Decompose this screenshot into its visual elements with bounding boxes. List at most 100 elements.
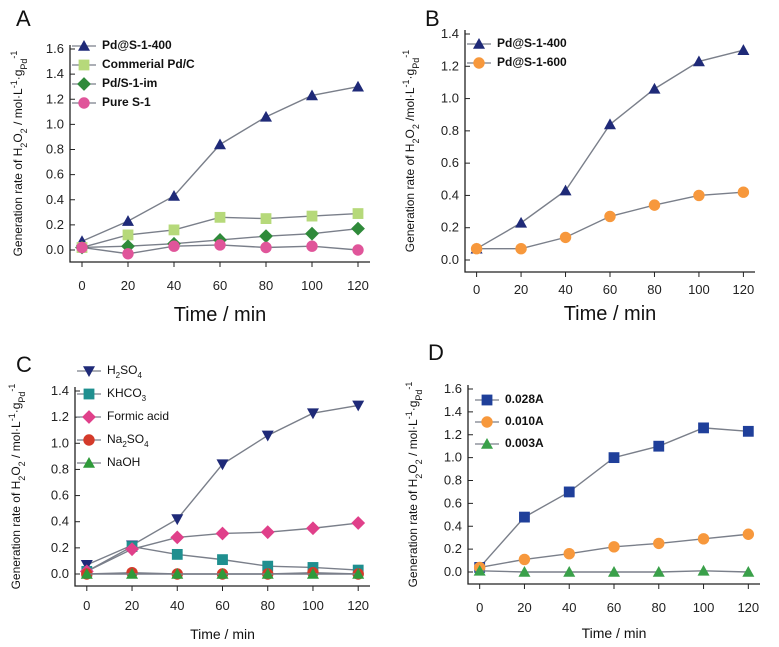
legend-label: H2SO4 bbox=[107, 363, 142, 379]
data-point bbox=[352, 400, 365, 412]
legend-label: Na2SO4 bbox=[107, 432, 149, 448]
legend-marker bbox=[473, 38, 485, 49]
y-tick-label: 0.4 bbox=[441, 187, 459, 202]
y-tick-label: 1.6 bbox=[46, 41, 64, 56]
data-point bbox=[563, 486, 575, 498]
legend-label: 0.003A bbox=[505, 436, 544, 450]
legend-marker bbox=[78, 40, 90, 51]
legend-entry: 0.003A bbox=[475, 436, 544, 450]
legend-entry: NaOH bbox=[77, 455, 140, 469]
series-pd-s-1-600 bbox=[470, 186, 750, 255]
y-tick-label: 0.0 bbox=[444, 564, 462, 579]
panel-b: B 0.0 0.2 0.4 0.6 0.8 1.0 1.2 1.4 0 20 40 60 80 100 120… bbox=[401, 6, 755, 325]
legend-marker bbox=[83, 366, 95, 377]
y-tick-label: 1.4 bbox=[441, 26, 459, 41]
data-point bbox=[122, 248, 134, 260]
data-point bbox=[604, 210, 616, 223]
data-point bbox=[518, 553, 531, 566]
data-point bbox=[168, 224, 180, 236]
data-point bbox=[214, 211, 226, 223]
x-tick-label: 20 bbox=[121, 278, 135, 293]
data-point bbox=[260, 525, 275, 540]
x-tick-label: 20 bbox=[125, 598, 139, 613]
panel-letter: C bbox=[16, 352, 32, 377]
y-axis-label: Generation rate of H2O2 / mol·L-1·gPd-1 bbox=[404, 382, 424, 588]
data-point bbox=[306, 408, 319, 420]
y-tick-label: 0.0 bbox=[441, 252, 459, 267]
data-point bbox=[171, 514, 184, 526]
legend-label: 0.028A bbox=[505, 392, 544, 406]
x-tick-label: 40 bbox=[558, 282, 572, 297]
series-0-003a bbox=[473, 564, 755, 577]
y-tick-label: 1.4 bbox=[46, 66, 64, 81]
data-point bbox=[563, 566, 576, 577]
legend-label: Pd/S-1-im bbox=[102, 76, 157, 90]
data-point bbox=[653, 537, 665, 550]
panel-letter: B bbox=[425, 6, 440, 31]
x-tick-label: 80 bbox=[260, 598, 274, 613]
legend-marker bbox=[78, 97, 90, 109]
data-point bbox=[126, 568, 139, 579]
y-tick-label: 1.6 bbox=[444, 381, 462, 396]
panel-letter: D bbox=[428, 340, 444, 365]
legend-label: NaOH bbox=[107, 455, 140, 469]
data-point bbox=[306, 568, 319, 579]
y-tick-label: 1.0 bbox=[51, 435, 69, 450]
y-tick-label: 0.8 bbox=[441, 123, 459, 138]
x-tick-label: 100 bbox=[301, 278, 323, 293]
legend-marker bbox=[77, 77, 91, 91]
y-axis-label: Generation rate of H2O2 / mol·L-1·gPd-1 bbox=[9, 51, 29, 257]
data-point bbox=[698, 422, 709, 434]
data-point bbox=[648, 82, 661, 94]
x-tick-label: 40 bbox=[170, 598, 184, 613]
x-tick-label: 0 bbox=[476, 600, 483, 615]
data-point bbox=[170, 530, 185, 545]
data-point bbox=[352, 208, 364, 219]
legend-label: Pd@S-1-400 bbox=[497, 36, 567, 50]
x-tick-label: 80 bbox=[647, 282, 661, 297]
legend-entry: Na2SO4 bbox=[77, 432, 149, 449]
x-axis-label: Time / min bbox=[174, 304, 267, 326]
legend-entry: KHCO3 bbox=[77, 386, 147, 403]
data-point bbox=[742, 425, 754, 437]
x-tick-label: 0 bbox=[473, 282, 480, 297]
x-tick-label: 0 bbox=[83, 598, 90, 613]
legend-marker bbox=[83, 457, 95, 468]
data-point bbox=[648, 199, 661, 211]
legend-marker bbox=[83, 434, 95, 446]
y-tick-label: 0.6 bbox=[46, 167, 64, 182]
x-tick-label: 60 bbox=[215, 598, 229, 613]
data-point bbox=[608, 452, 620, 464]
data-point bbox=[122, 215, 134, 226]
x-tick-label: 120 bbox=[347, 598, 369, 613]
data-point bbox=[604, 118, 616, 130]
legend-marker bbox=[78, 59, 90, 71]
y-tick-label: 0.4 bbox=[51, 514, 69, 529]
data-point bbox=[261, 430, 274, 442]
x-axis-label: Time / min bbox=[582, 625, 647, 641]
x-tick-label: 120 bbox=[347, 278, 369, 293]
x-tick-label: 120 bbox=[733, 282, 755, 297]
y-tick-label: 1.0 bbox=[46, 116, 64, 131]
data-point bbox=[697, 564, 710, 576]
data-point bbox=[473, 564, 486, 576]
series-h2so4 bbox=[80, 400, 365, 571]
data-point bbox=[260, 110, 272, 122]
data-point bbox=[262, 560, 274, 572]
axes-frame bbox=[467, 385, 760, 585]
data-point bbox=[742, 528, 755, 540]
y-tick-label: 0.8 bbox=[46, 142, 64, 157]
legend-entry: 0.010A bbox=[475, 414, 544, 428]
legend-entry: H2SO4 bbox=[77, 363, 142, 380]
data-point bbox=[352, 80, 364, 92]
x-tick-label: 20 bbox=[514, 282, 528, 297]
axes-frame bbox=[74, 387, 370, 587]
legend-entry: Pd@S-1-400 bbox=[467, 36, 567, 50]
legend-entry: Pd@S-1-400 bbox=[72, 38, 172, 52]
data-point bbox=[737, 186, 750, 198]
y-tick-label: 1.0 bbox=[444, 450, 462, 465]
legend-label: Pd@S-1-400 bbox=[102, 38, 172, 52]
data-point bbox=[121, 239, 135, 254]
data-point bbox=[122, 229, 134, 241]
